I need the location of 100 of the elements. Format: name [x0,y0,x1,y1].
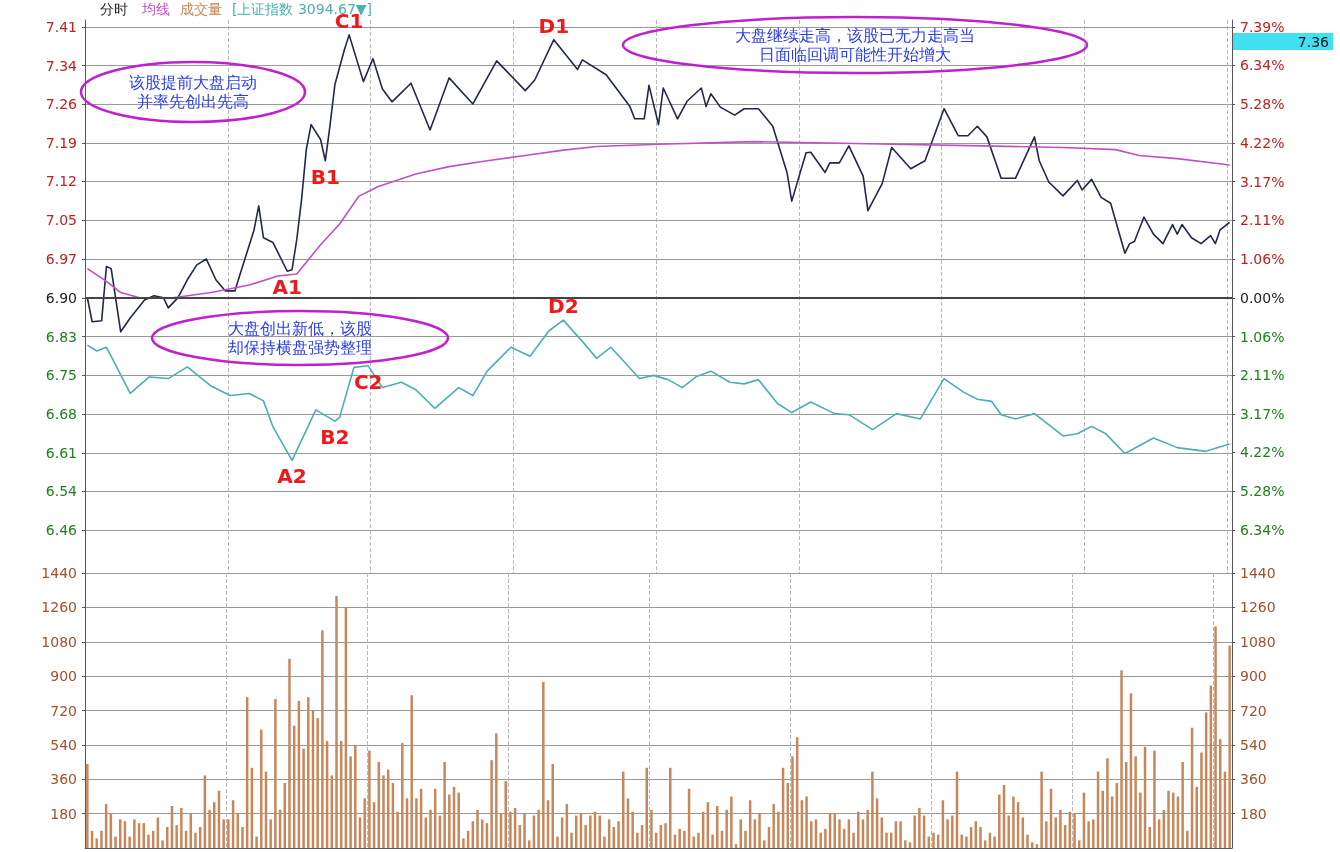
y-tick-label: 900 [50,668,77,685]
bar [335,595,338,848]
y2-tick-label: 4.22% [1240,444,1285,461]
y-tick-label: 6.75 [45,367,77,384]
y2-tick-label: 1440 [1240,565,1276,581]
bar [1059,809,1062,848]
bar [1186,830,1189,848]
annotation: C2 [353,369,383,394]
bar [697,832,700,848]
text: 均线 [142,1,170,17]
bar [537,809,540,848]
bar [1092,819,1095,848]
bar [166,826,169,848]
bar [368,750,371,848]
y-tick-label: 7.34 [45,57,78,74]
bar [100,830,103,848]
bar [725,809,728,848]
bar [302,748,305,848]
bar [462,838,465,848]
bar [495,733,498,848]
text: 7.36 [1297,33,1330,50]
y2-tick-label: 6.34% [1240,522,1285,539]
bar [288,658,291,848]
y2-tick-label: 2.11% [1240,367,1285,384]
bar [415,798,418,848]
bar [227,819,230,848]
y-tick-label: 7.26 [45,96,78,113]
bar [363,798,366,848]
bar [763,840,766,848]
bar [175,825,178,848]
bar [1101,790,1104,848]
bar [551,763,554,848]
bar [556,836,559,848]
text: 成交量 [180,1,222,17]
bar [1054,817,1057,848]
bar [147,834,150,848]
y2-tick-label: 2.11% [1240,212,1285,229]
bar [1012,796,1015,848]
line-series [86,319,1231,462]
bar [1073,813,1076,848]
bar [213,802,216,848]
bar [241,826,244,848]
bar [960,834,963,848]
bar [631,811,634,848]
y2-tick-label: 720 [1240,702,1267,719]
bar [133,819,136,848]
bar [866,809,869,848]
y-tick-label: 1440 [41,565,77,581]
bar [396,811,399,848]
bar [570,832,573,848]
y-tick-label: 6.90 [45,289,77,306]
bar [636,832,639,848]
y2-tick-label: 3.17% [1240,173,1285,190]
bar [669,767,672,848]
y-tick-label: 720 [50,702,77,719]
y-tick-label: 6.97 [45,251,77,268]
bar [354,744,357,848]
bar [777,811,780,848]
bar [542,681,545,848]
bar [683,830,686,848]
annotation: A2 [277,464,307,489]
bar [1134,756,1137,848]
bar [1045,821,1048,848]
bar [255,836,258,848]
bar [1148,826,1151,848]
bar [871,771,874,848]
chart-title: 分时 [100,1,128,17]
y2-tick-label: 5.28% [1240,96,1285,113]
bar [1139,792,1142,848]
bar [114,836,117,848]
bar [678,828,681,848]
bar [269,819,272,848]
bar [852,832,855,848]
bar [443,762,446,848]
bar [1153,750,1156,848]
bar [222,819,225,848]
bar [307,697,310,848]
line-series [86,140,1231,299]
y2-tick-label: 6.34% [1240,57,1285,74]
bar [664,823,667,848]
bar [1087,821,1090,848]
bar [993,836,996,848]
y2-tick-label: 1260 [1240,599,1276,616]
bar [194,832,197,848]
bar [523,813,526,848]
bar [490,760,493,848]
bar [838,819,841,848]
bar [946,819,949,848]
bar [819,832,822,848]
bar [274,699,277,848]
bar [1200,752,1203,848]
bar [1181,762,1184,848]
y2-tick-label: 1.06% [1240,328,1285,345]
bar [899,821,902,848]
y-tick-label: 7.05 [45,212,77,229]
bar [448,794,451,848]
bar [401,742,404,848]
y2-tick-label: 540 [1240,736,1267,753]
bar [1106,758,1109,848]
bar [429,809,432,848]
